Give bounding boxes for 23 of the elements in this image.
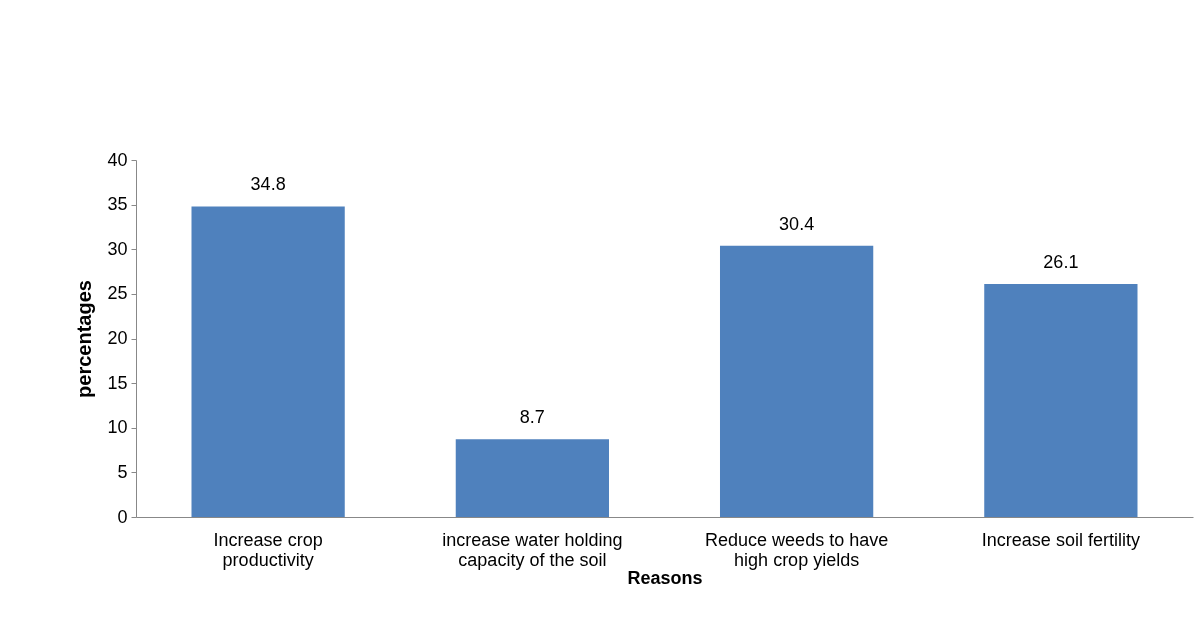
bar <box>455 439 610 517</box>
bar <box>191 206 345 517</box>
bar <box>719 245 874 517</box>
data-label: 34.8 <box>250 174 286 195</box>
bar <box>984 284 1138 517</box>
y-tick-label: 15 <box>107 372 128 393</box>
data-label: 26.1 <box>1043 252 1079 273</box>
y-tick-label: 30 <box>107 238 128 259</box>
x-tick-label: Reduce weeds to have high crop yields <box>705 529 889 570</box>
x-tick-label: increase water holding capacity of the soil <box>442 529 623 570</box>
x-tick-label: Increase crop productivity <box>213 529 323 570</box>
data-label: 30.4 <box>779 213 815 234</box>
x-axis-title: Reasons <box>627 567 703 588</box>
data-label: 8.7 <box>519 407 545 428</box>
y-tick-label: 40 <box>107 149 128 170</box>
y-tick-label: 35 <box>107 194 128 215</box>
y-tick-label: 0 <box>117 506 128 527</box>
y-axis-title: percentages <box>73 280 96 398</box>
y-tick-label: 25 <box>107 283 128 304</box>
x-tick-label: Increase soil fertility <box>981 529 1140 550</box>
y-tick-label: 10 <box>107 417 128 438</box>
y-tick-label: 5 <box>117 461 128 482</box>
y-tick-label: 20 <box>107 328 128 348</box>
